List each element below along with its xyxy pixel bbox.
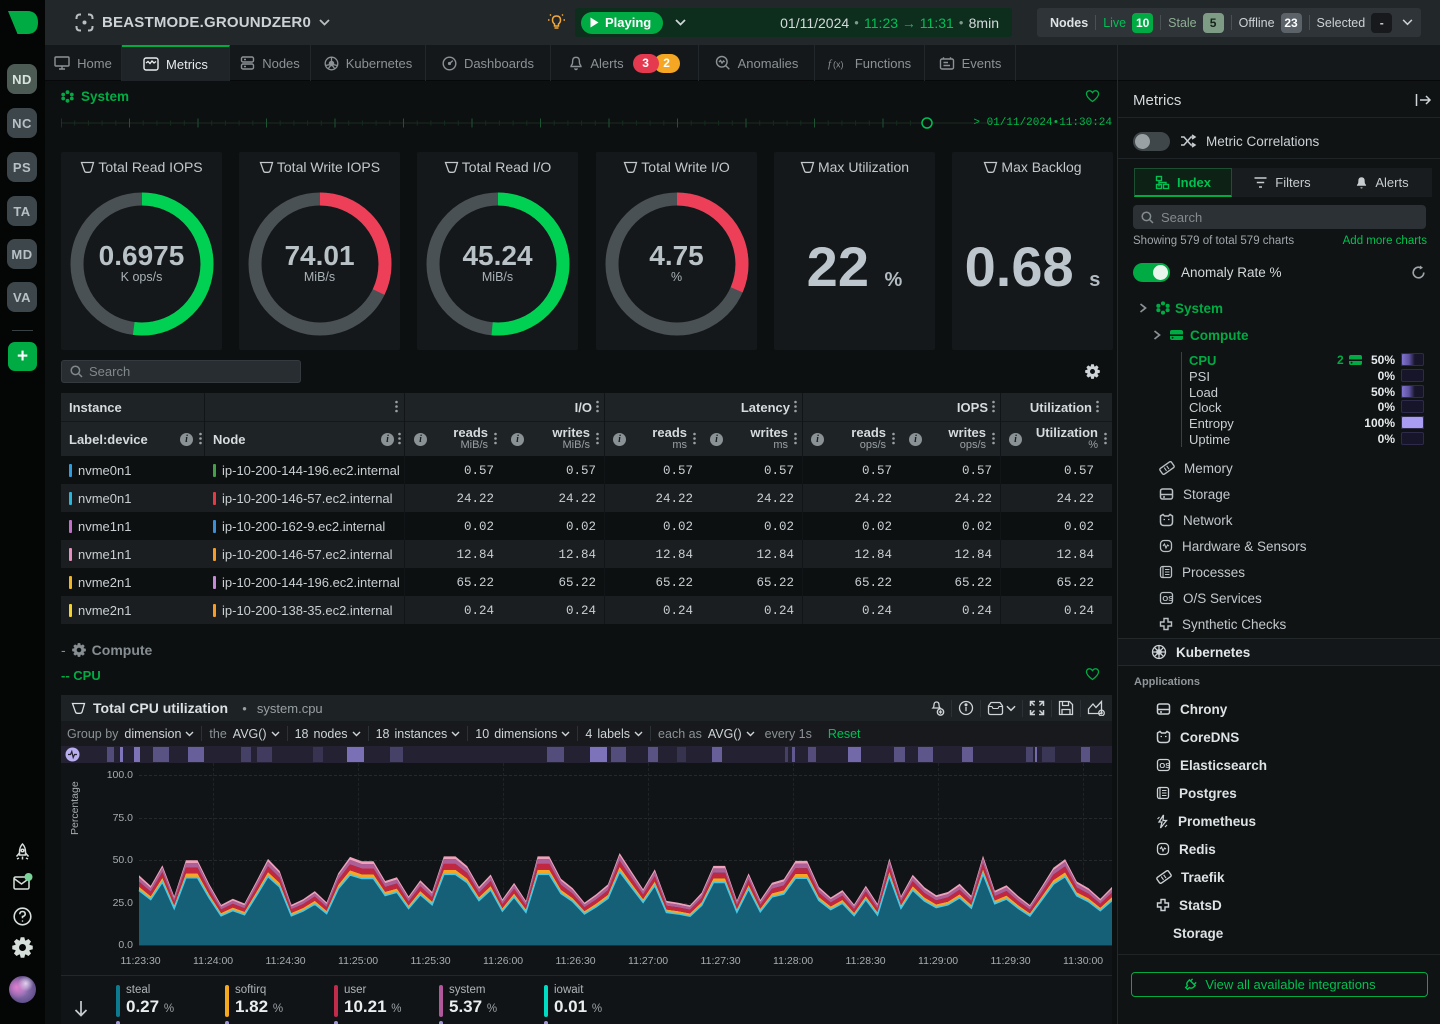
svg-text:f: f — [828, 58, 833, 70]
svg-text:(x): (x) — [833, 60, 844, 70]
svg-text:OS: OS — [1159, 761, 1170, 770]
svg-text:OS: OS — [1162, 594, 1173, 603]
